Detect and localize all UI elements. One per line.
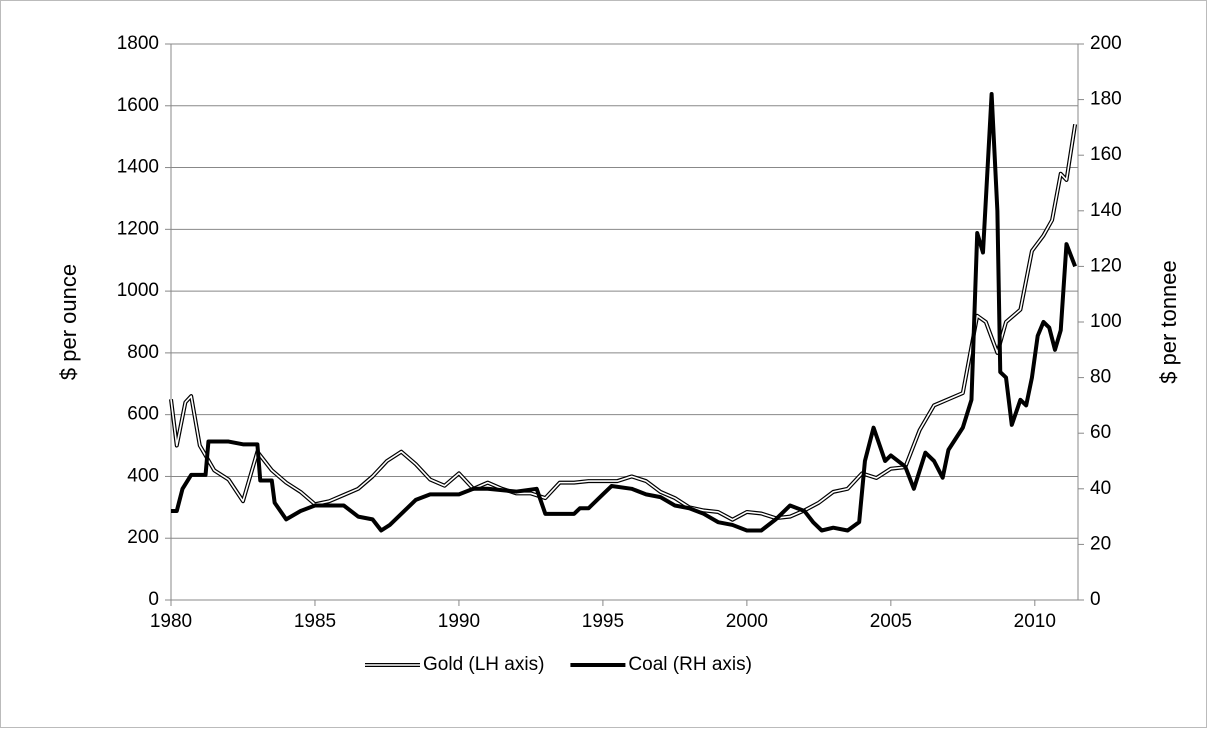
y-tick-label: 400	[127, 465, 159, 486]
y-tick-label: 1000	[117, 280, 159, 301]
y2-tick-label: 20	[1090, 533, 1111, 554]
y2-axis-label: $ per tonnee	[1156, 260, 1181, 384]
x-tick-label: 1980	[150, 611, 192, 632]
y2-tick-label: 0	[1090, 589, 1101, 610]
legend-label: Gold (LH axis)	[423, 654, 544, 675]
y-tick-label: 0	[148, 589, 159, 610]
x-tick-label: 1995	[582, 611, 624, 632]
x-tick-label: 1985	[294, 611, 336, 632]
x-tick-label: 1990	[438, 611, 480, 632]
y-tick-label: 1600	[117, 95, 159, 116]
y2-tick-label: 40	[1090, 478, 1111, 499]
y-tick-label: 1400	[117, 157, 159, 178]
y2-tick-label: 80	[1090, 367, 1111, 388]
y-tick-label: 200	[127, 527, 159, 548]
line	[171, 92, 1077, 533]
line	[170, 124, 1076, 521]
y2-tick-label: 160	[1090, 144, 1122, 165]
x-tick-label: 2000	[726, 611, 768, 632]
x-tick-label: 2010	[1014, 611, 1056, 632]
y-axis-label: $ per ounce	[56, 264, 81, 380]
x-tick-label: 2005	[870, 611, 912, 632]
y-tick-label: 1200	[117, 218, 159, 239]
legend-label: Coal (RH axis)	[628, 654, 752, 675]
y2-tick-label: 100	[1090, 311, 1122, 332]
y-tick-label: 800	[127, 342, 159, 363]
y2-tick-label: 120	[1090, 255, 1122, 276]
y2-tick-label: 60	[1090, 422, 1111, 443]
y2-tick-label: 140	[1090, 200, 1122, 221]
y-tick-label: 1800	[117, 33, 159, 54]
y-tick-label: 600	[127, 404, 159, 425]
y2-tick-label: 200	[1090, 33, 1122, 54]
y2-tick-label: 180	[1090, 89, 1122, 110]
